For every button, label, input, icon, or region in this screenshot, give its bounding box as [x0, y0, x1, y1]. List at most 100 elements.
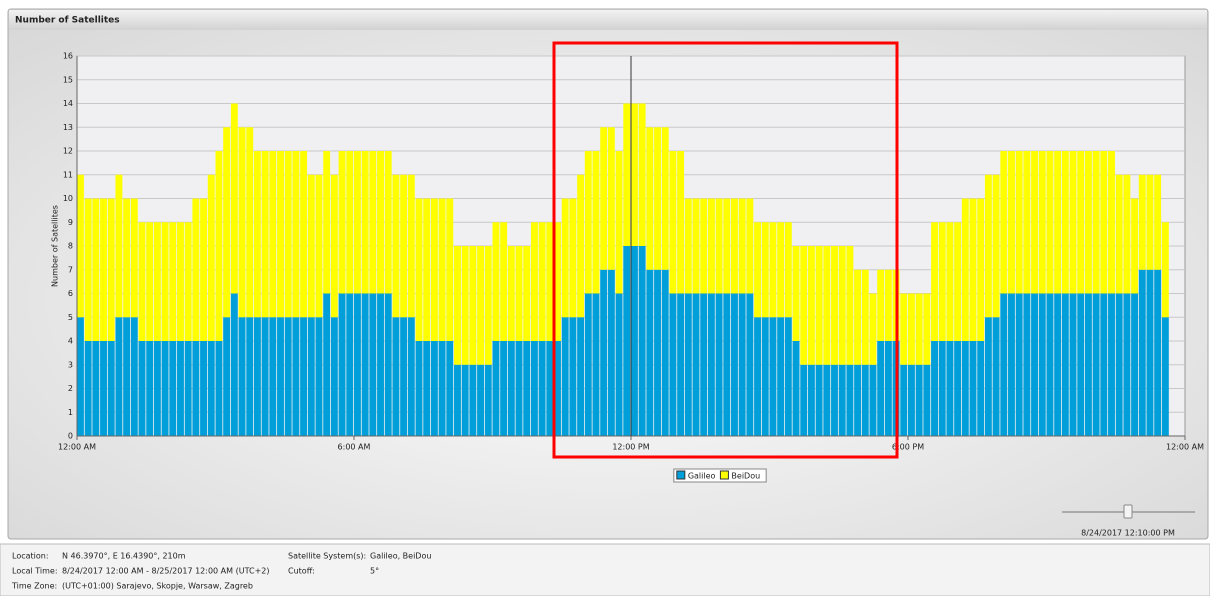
bar [200, 341, 208, 436]
bar [884, 269, 892, 341]
y-tick-label: 6 [68, 289, 73, 298]
bar [1131, 293, 1139, 436]
bar [138, 222, 146, 341]
bar [569, 317, 577, 436]
bar [307, 317, 315, 436]
bar [138, 341, 146, 436]
bar [354, 293, 361, 436]
bar [215, 341, 223, 436]
bar [600, 127, 608, 270]
bar [831, 246, 838, 365]
bar [477, 364, 485, 436]
bar [1015, 151, 1023, 294]
bar [338, 151, 346, 294]
legend: Galileo BeiDou [673, 468, 767, 483]
bar [115, 174, 123, 318]
bar [954, 341, 962, 436]
bar [615, 151, 623, 294]
slider-thumb[interactable] [1123, 504, 1133, 519]
bar [1031, 151, 1039, 294]
bar [407, 317, 415, 436]
bar [631, 103, 638, 246]
bar [577, 174, 585, 318]
bar [238, 317, 246, 436]
bar [77, 317, 84, 436]
bar [184, 341, 192, 436]
bar [638, 103, 646, 246]
bar [300, 151, 308, 318]
info-value: (UTC+01:00) Sarajevo, Skopje, Warsaw, Za… [62, 582, 253, 591]
bar [700, 293, 708, 436]
bar [100, 341, 107, 436]
bar [677, 293, 685, 436]
bar [1146, 174, 1154, 270]
bar [561, 198, 569, 318]
bar [646, 127, 654, 270]
bar [415, 341, 423, 436]
info-label: Satellite System(s): [288, 552, 366, 561]
bar [838, 364, 846, 436]
bar [307, 174, 315, 318]
bar [677, 151, 685, 294]
info-bar [0, 543, 1210, 596]
bar [869, 293, 877, 365]
bar [861, 364, 869, 436]
bar [569, 198, 577, 318]
bar [961, 198, 969, 341]
bar [554, 222, 561, 341]
y-tick-label: 0 [68, 432, 73, 441]
bar [84, 198, 92, 341]
bar [769, 222, 777, 318]
bar [1077, 293, 1085, 436]
bar [377, 293, 384, 436]
bar [1008, 151, 1015, 294]
bar [715, 293, 723, 436]
bar [392, 317, 400, 436]
bar [754, 222, 762, 318]
bar [815, 246, 823, 365]
bar [592, 151, 600, 294]
bar [230, 103, 238, 294]
bar [361, 151, 369, 294]
bar [100, 198, 107, 341]
bar [623, 103, 631, 246]
bar [84, 341, 92, 436]
bar [300, 317, 308, 436]
bar [746, 293, 754, 436]
bar [438, 198, 446, 341]
bar [561, 317, 569, 436]
bar [854, 269, 862, 365]
bar [215, 151, 223, 341]
bar [969, 341, 977, 436]
bar [823, 246, 831, 365]
bar [546, 222, 554, 341]
bar [92, 198, 100, 341]
bar [492, 341, 500, 436]
bar [1154, 269, 1162, 436]
bar [1084, 151, 1092, 294]
bar [177, 341, 184, 436]
bar [377, 151, 384, 294]
bar [723, 198, 731, 294]
bar [1054, 151, 1062, 294]
bar [707, 198, 715, 294]
bar [253, 317, 261, 436]
bar [1100, 151, 1108, 294]
bar [538, 222, 546, 341]
bar [607, 269, 615, 436]
bar [192, 198, 200, 341]
bar [784, 222, 792, 318]
bar [130, 317, 138, 436]
bar [223, 317, 231, 436]
y-axis-label: Number of Satellites [51, 205, 60, 287]
bar [700, 198, 708, 294]
legend-swatch [719, 470, 729, 480]
bar [315, 174, 323, 318]
bar [438, 341, 446, 436]
bar [954, 222, 962, 341]
legend-label: BeiDou [731, 472, 760, 481]
bar [400, 317, 408, 436]
bar [707, 293, 715, 436]
bar [938, 222, 946, 341]
